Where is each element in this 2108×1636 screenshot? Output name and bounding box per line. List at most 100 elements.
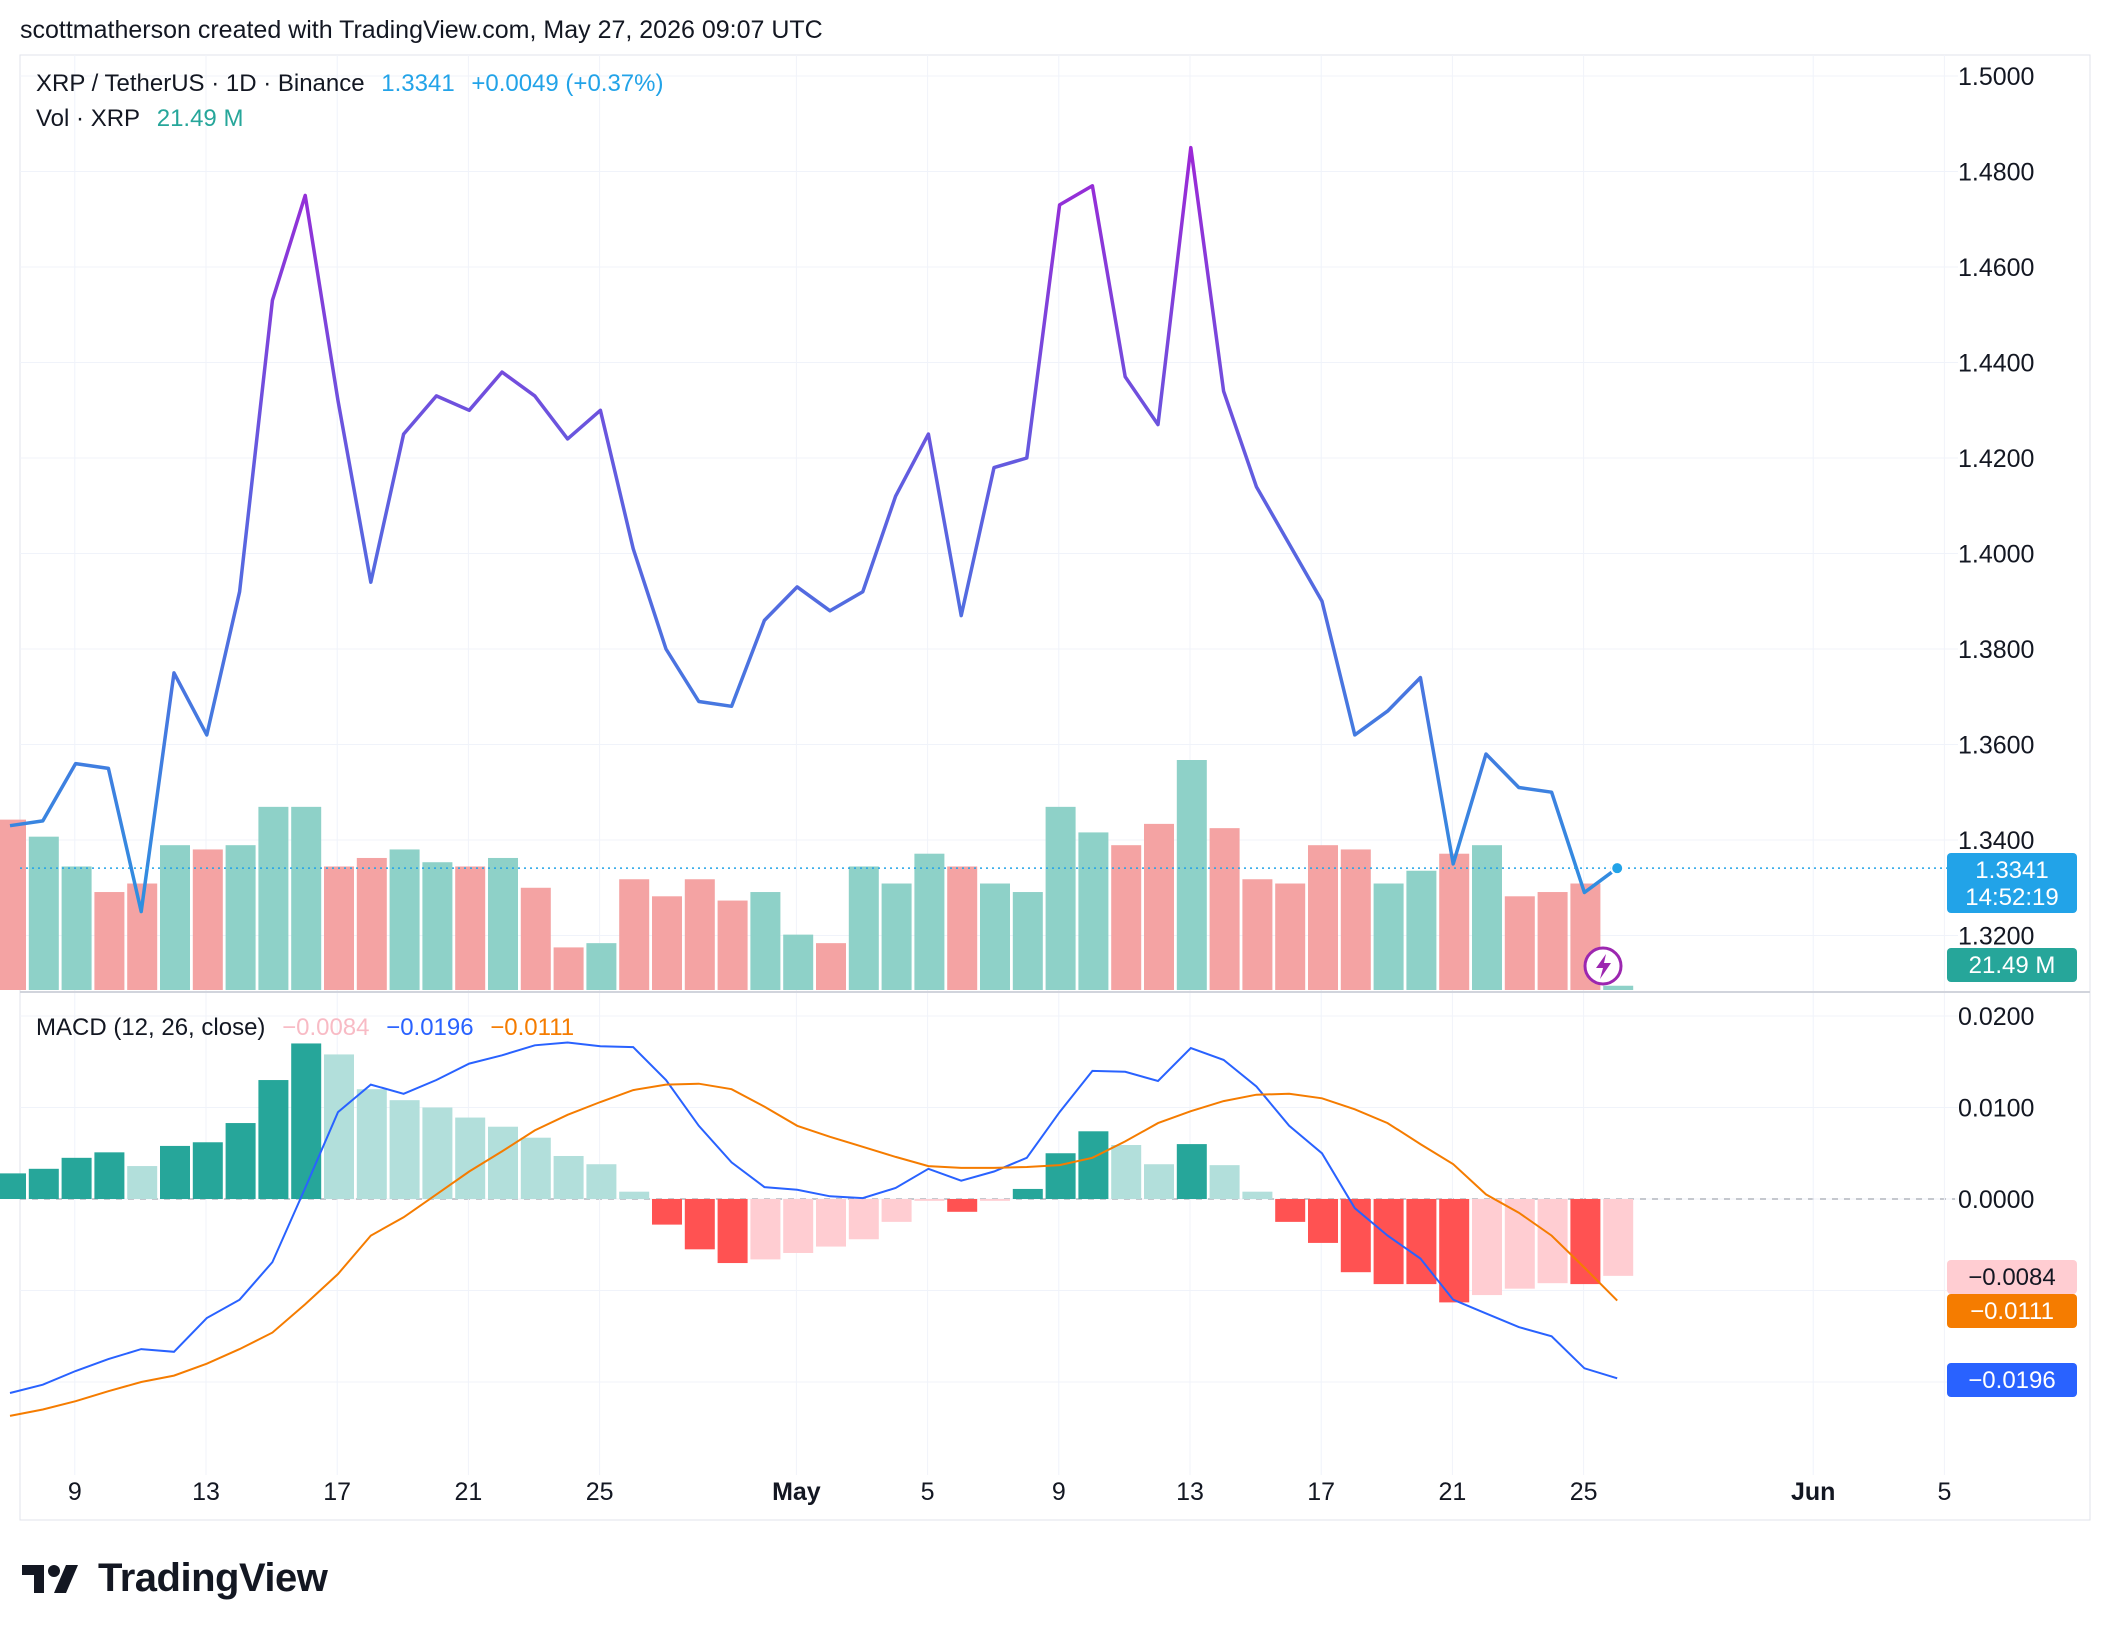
macd-histogram-bar <box>356 1089 387 1199</box>
macd-histogram-bar <box>1275 1199 1306 1222</box>
price-badge-bg <box>1947 853 2077 913</box>
volume-bar <box>291 806 322 990</box>
macd-histogram-bar <box>1406 1199 1437 1285</box>
volume-bar <box>652 896 682 990</box>
macd-histogram-bar <box>61 1157 92 1199</box>
macd-histogram-bar <box>881 1199 912 1222</box>
volume-bar <box>422 862 453 990</box>
volume-bar <box>619 879 650 990</box>
volume-bars <box>0 760 1634 990</box>
volume-value: 21.49 M <box>156 105 244 132</box>
macd-histogram-bar <box>422 1107 453 1199</box>
macd-histogram-bar <box>1209 1165 1240 1199</box>
time-tick-label: 13 <box>192 1478 220 1506</box>
volume-bar <box>1504 896 1535 990</box>
macd-histogram-bar <box>816 1199 846 1247</box>
volume-bar <box>1078 832 1109 990</box>
volume-label[interactable]: Vol · XRP <box>36 105 141 132</box>
signal-badge-text: −0.0111 <box>1970 1298 2054 1325</box>
price-tick-label: 1.4800 <box>1958 159 2034 187</box>
volume-bar <box>586 943 617 990</box>
signal-badge-bg <box>1947 1294 2077 1328</box>
axes-labels: 1.5000 1.4800 1.4600 1.4400 1.4200 1.4000 1.38… <box>68 63 2035 1506</box>
volume-bar <box>258 806 289 990</box>
volume-bar <box>684 879 715 990</box>
macd-histogram-bar <box>1472 1199 1502 1296</box>
price-tick-label: 1.3600 <box>1958 732 2034 760</box>
macd-tick-label: 0.0100 <box>1958 1095 2034 1123</box>
time-tick-label: 21 <box>454 1478 482 1506</box>
volume-bar <box>1144 823 1174 990</box>
volume-bar <box>1537 892 1568 990</box>
volume-bar <box>553 947 584 990</box>
volume-bar <box>1472 845 1502 990</box>
macd-histogram-bar <box>717 1199 748 1264</box>
price-tick-label: 1.4400 <box>1958 350 2034 378</box>
volume-bar <box>160 845 190 990</box>
macd-histogram-bar <box>750 1199 781 1260</box>
volume-bar <box>0 819 26 990</box>
time-tick-label: 17 <box>1307 1478 1335 1506</box>
volume-bar <box>324 866 354 990</box>
volume-badge-bg <box>1947 948 2077 982</box>
volume-bar <box>94 892 125 990</box>
macd-histogram-bar <box>1373 1199 1404 1285</box>
macd-histogram-bar <box>1176 1144 1207 1199</box>
volume-bar <box>1275 883 1306 990</box>
symbol-label[interactable]: XRP / TetherUS · 1D · Binance <box>36 70 365 97</box>
chart-credit: scottmatherson created with TradingView.… <box>20 16 823 44</box>
macd-badge-text: −0.0196 <box>1968 1367 2055 1394</box>
macd-histogram-bar <box>1012 1188 1043 1199</box>
volume-bar <box>1603 985 1634 990</box>
macd-histogram-bar <box>389 1100 420 1199</box>
volume-bar <box>455 866 486 990</box>
volume-bar <box>1308 845 1338 990</box>
macd-histogram-bar <box>783 1199 814 1253</box>
time-tick-label: 5 <box>921 1478 935 1506</box>
chart-frame <box>19 54 2091 1521</box>
macd-tick-label: 0.0000 <box>1958 1186 2034 1214</box>
macd-label[interactable]: MACD (12, 26, close) <box>36 1014 266 1041</box>
tradingview-logo-text: TradingView <box>98 1556 328 1600</box>
price-badge-text: 14:52:19 <box>1965 884 2058 911</box>
price-tick-label: 1.3200 <box>1958 923 2034 951</box>
lightning-icon[interactable] <box>1583 946 1623 986</box>
volume-badge-text: 21.49 M <box>1969 952 2056 979</box>
macd-histogram-bar <box>324 1054 354 1199</box>
signal-line <box>9 1082 1618 1417</box>
macd-histogram-bar <box>1111 1145 1142 1199</box>
macd-histogram-bar <box>1439 1199 1470 1303</box>
macd-histogram-bar <box>914 1199 945 1201</box>
macd-histogram-bar <box>1045 1153 1076 1199</box>
macd-histogram-bar <box>1078 1131 1109 1199</box>
volume-bar <box>28 836 59 990</box>
volume-bar <box>783 934 814 990</box>
macd-hist-value: −0.0084 <box>282 1014 370 1041</box>
macd-histogram-bar <box>586 1164 617 1199</box>
volume-bar <box>1045 806 1076 990</box>
time-tick-label: 9 <box>68 1478 82 1506</box>
macd-line-value: −0.0196 <box>386 1014 474 1041</box>
macd-histogram-bar <box>488 1126 518 1199</box>
macd-histogram-bar <box>980 1199 1010 1201</box>
last-price: 1.3341 <box>381 70 455 97</box>
macd-histogram-bar <box>28 1168 59 1199</box>
macd-histogram-bar <box>520 1137 551 1199</box>
macd-histogram-bar <box>192 1142 223 1199</box>
volume-bar <box>488 857 518 990</box>
tradingview-logo-icon <box>22 1564 78 1593</box>
volume-bar <box>1209 828 1240 990</box>
macd-histogram-bar <box>225 1123 256 1199</box>
macd-histogram-bar <box>619 1191 650 1199</box>
price-line <box>9 145 1619 914</box>
last-price-dot <box>1610 861 1625 876</box>
tradingview-logo[interactable]: TradingView <box>22 1556 328 1601</box>
macd-histogram-bar <box>160 1145 190 1199</box>
price-tick-label: 1.4200 <box>1958 445 2034 473</box>
time-tick-label: Jun <box>1791 1478 1835 1506</box>
macd-histogram-bar <box>94 1152 125 1199</box>
macd-histogram-bar <box>1340 1199 1371 1273</box>
volume-bar <box>1406 870 1437 990</box>
